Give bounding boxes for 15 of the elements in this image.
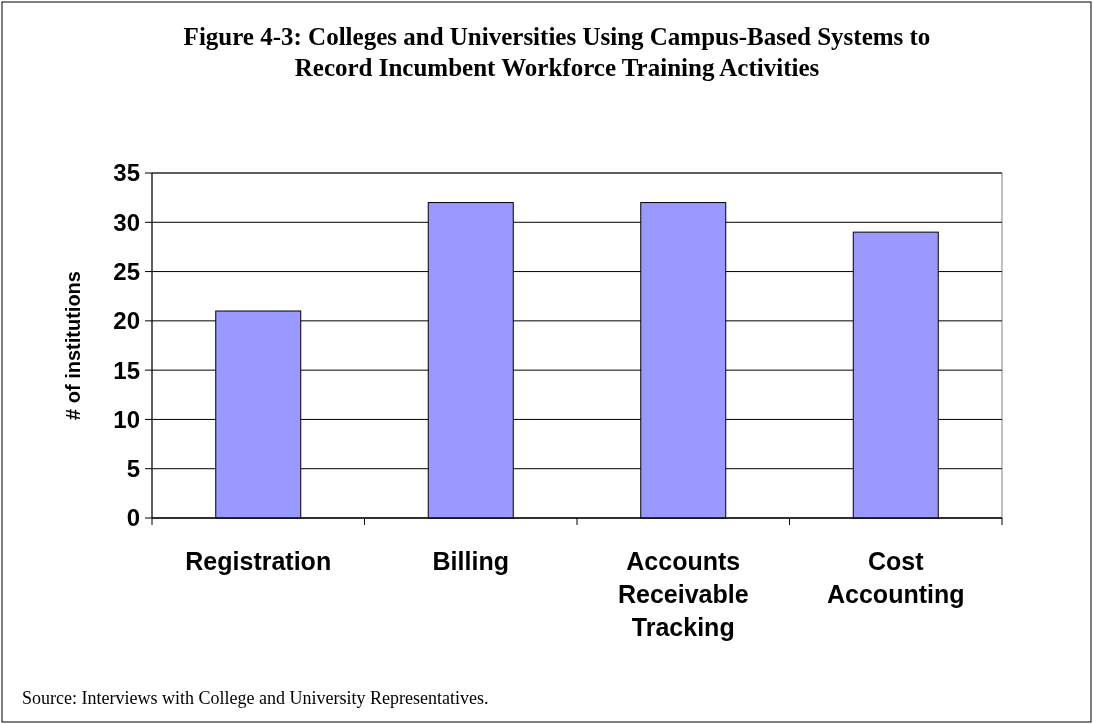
y-tick-label: 25 (113, 257, 140, 285)
x-tick-label: Billing (432, 547, 509, 575)
x-tick-label: Accounts Receivable Tracking (617, 547, 749, 641)
y-tick-label: 10 (113, 405, 140, 433)
y-tick-label: 30 (113, 208, 140, 236)
chart-title: Figure 4-3: Colleges and Universities Using Campus-Based Systems to Record Incumbent Workforce Training Activities (183, 23, 931, 81)
y-tick-label: 15 (113, 356, 140, 384)
y-tick-label: 5 (126, 455, 140, 483)
y-axis-title: # of institutions (62, 271, 84, 420)
y-tick-label: 0 (126, 504, 140, 532)
source-note: Source: Interviews with College and University Representatives. (22, 688, 489, 708)
y-tick-label: 20 (113, 307, 140, 335)
y-tick-label: 35 (113, 159, 140, 187)
x-tick-label: Cost Accounting (827, 547, 965, 608)
x-tick-label: Registration (185, 547, 332, 575)
